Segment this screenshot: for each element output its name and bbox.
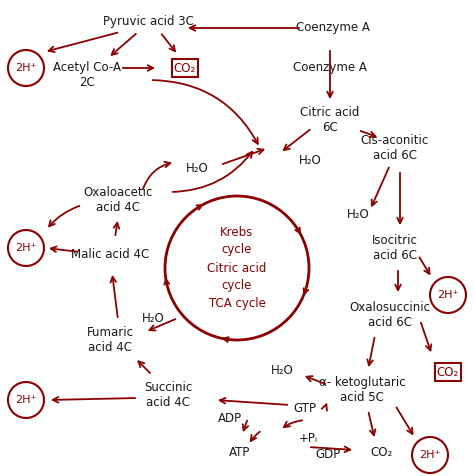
Text: Acetyl Co-A
2C: Acetyl Co-A 2C	[53, 61, 121, 89]
Text: H₂O: H₂O	[346, 208, 369, 221]
Text: 2H⁺: 2H⁺	[438, 290, 459, 300]
Text: CO₂: CO₂	[371, 446, 393, 459]
Text: H₂O: H₂O	[186, 161, 209, 175]
Text: Coenzyme A: Coenzyme A	[296, 21, 370, 34]
Text: +Pᵢ: +Pᵢ	[299, 432, 318, 445]
Text: Oxaloacetic
acid 4C: Oxaloacetic acid 4C	[83, 186, 153, 214]
Text: Isocitric
acid 6C: Isocitric acid 6C	[372, 234, 418, 262]
Text: 2H⁺: 2H⁺	[419, 450, 441, 460]
Text: 2H⁺: 2H⁺	[15, 243, 36, 253]
Text: GDP: GDP	[315, 448, 341, 462]
Text: CO₂: CO₂	[437, 366, 459, 378]
Text: Fumaric
acid 4C: Fumaric acid 4C	[86, 326, 134, 354]
Text: 2H⁺: 2H⁺	[15, 63, 36, 73]
Text: Succinic
acid 4C: Succinic acid 4C	[144, 381, 192, 409]
Text: Oxalosuccinic
acid 6C: Oxalosuccinic acid 6C	[349, 301, 430, 329]
Text: Krebs
cycle
Citric acid
cycle
TCA cycle: Krebs cycle Citric acid cycle TCA cycle	[207, 226, 267, 310]
Text: ADP: ADP	[218, 411, 242, 425]
Text: Cis-aconitic
acid 6C: Cis-aconitic acid 6C	[361, 134, 429, 162]
Text: 2H⁺: 2H⁺	[15, 395, 36, 405]
Text: Malic acid 4C: Malic acid 4C	[71, 248, 149, 261]
Text: ATP: ATP	[229, 446, 251, 458]
Text: CO₂: CO₂	[174, 61, 196, 75]
Text: GTP: GTP	[293, 401, 317, 415]
Text: Pyruvic acid 3C: Pyruvic acid 3C	[102, 16, 193, 29]
Text: Coenzyme A: Coenzyme A	[293, 61, 367, 75]
Text: H₂O: H₂O	[142, 311, 164, 325]
Text: H₂O: H₂O	[271, 364, 293, 377]
Text: Citric acid
6C: Citric acid 6C	[301, 106, 360, 134]
Text: H₂O: H₂O	[299, 153, 321, 167]
Text: α- ketoglutaric
acid 5C: α- ketoglutaric acid 5C	[319, 376, 405, 404]
